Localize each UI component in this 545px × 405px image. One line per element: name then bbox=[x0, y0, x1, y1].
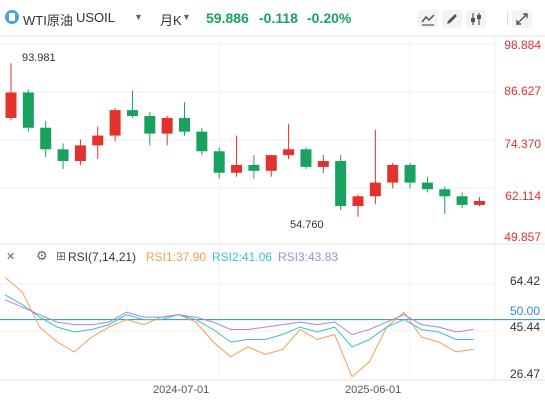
candle-body bbox=[300, 149, 312, 167]
gear-icon[interactable]: ⚙ bbox=[36, 248, 48, 263]
rsi-y-tick-label: 26.47 bbox=[509, 367, 540, 381]
grid-lines bbox=[0, 35, 545, 381]
candle-body bbox=[352, 196, 364, 207]
candle-body bbox=[40, 127, 52, 150]
candle-body bbox=[387, 164, 399, 183]
candle-body bbox=[126, 110, 138, 116]
expand-icon bbox=[516, 13, 528, 25]
chart-header: WTI原油 USOIL ▼ 月K ▼ 59.886 -0.118 -0.20% bbox=[0, 0, 545, 36]
last-price: 59.886 bbox=[206, 10, 249, 26]
candle-body bbox=[179, 117, 190, 132]
candle-body bbox=[369, 182, 381, 197]
rsi-line-rsi1 bbox=[4, 277, 474, 378]
fullscreen-button[interactable] bbox=[512, 10, 532, 28]
low-annotation: 54.760 bbox=[290, 219, 324, 231]
candle-body bbox=[22, 92, 34, 128]
rsi-y-tick-label: 45.44 bbox=[509, 320, 540, 334]
line-chart-button[interactable] bbox=[418, 10, 438, 28]
y-tick-label: 62.114 bbox=[505, 189, 541, 203]
indicator-settings-button[interactable] bbox=[466, 10, 486, 28]
rsi-title: RSI(7,14,21) bbox=[68, 250, 137, 264]
period-dropdown-icon[interactable]: ▼ bbox=[182, 12, 191, 22]
candlestick-series bbox=[5, 63, 485, 217]
candle-body bbox=[456, 196, 468, 205]
candle-body bbox=[231, 164, 243, 173]
rsi-y-tick-label: 64.42 bbox=[509, 274, 540, 288]
candle-body bbox=[161, 117, 173, 134]
x-tick-label: 2024-07-01 bbox=[153, 384, 210, 396]
rsi-reference-label: 50.00 bbox=[509, 304, 540, 318]
line-chart-icon bbox=[421, 14, 435, 26]
indicator-box-icon[interactable]: ⊞ bbox=[56, 249, 67, 263]
rsi3-value: RSI3:43.83 bbox=[278, 250, 339, 264]
symbol-icon bbox=[5, 10, 19, 24]
candle-body bbox=[439, 189, 451, 197]
rsi-series bbox=[4, 277, 474, 378]
candle-body bbox=[404, 164, 416, 183]
candle-body bbox=[196, 131, 208, 152]
candle-body bbox=[92, 135, 104, 146]
y-tick-label: 98.884 bbox=[504, 38, 541, 52]
candle-body bbox=[213, 151, 225, 173]
pencil-icon bbox=[447, 14, 457, 24]
symbol-dropdown-icon[interactable]: ▼ bbox=[134, 12, 143, 22]
candle-body bbox=[57, 149, 69, 162]
price-change-pct: -0.20% bbox=[307, 10, 352, 26]
candle-body bbox=[473, 200, 485, 205]
y-tick-label: 74.370 bbox=[504, 137, 541, 151]
candle-body bbox=[317, 161, 329, 167]
candle-body bbox=[335, 161, 347, 207]
candle-body bbox=[144, 115, 156, 134]
candle-body bbox=[265, 155, 277, 171]
rsi-line-rsi3 bbox=[4, 299, 474, 336]
rsi2-value: RSI2:41.06 bbox=[212, 250, 273, 264]
sliders-icon bbox=[471, 13, 481, 25]
price-change: -0.118 bbox=[259, 10, 298, 26]
y-tick-label: 86.627 bbox=[504, 84, 541, 98]
collapse-icon[interactable]: ✕ bbox=[6, 251, 16, 263]
candle-body bbox=[248, 164, 260, 171]
candle-body bbox=[283, 149, 295, 156]
y-tick-label: 49.857 bbox=[504, 230, 541, 244]
draw-button[interactable] bbox=[442, 10, 462, 28]
rsi1-value: RSI1:37.90 bbox=[146, 250, 207, 264]
candle-body bbox=[5, 92, 17, 118]
high-annotation: 93.981 bbox=[22, 52, 56, 64]
symbol-code[interactable]: USOIL bbox=[76, 10, 116, 25]
rsi-line-rsi2 bbox=[4, 294, 474, 348]
symbol-name[interactable]: WTI原油 bbox=[23, 13, 73, 28]
x-tick-label: 2025-06-01 bbox=[345, 384, 402, 396]
period-selector[interactable]: 月K bbox=[160, 13, 182, 28]
candle-body bbox=[421, 182, 433, 190]
candle-body bbox=[74, 145, 86, 162]
candle-body bbox=[109, 110, 121, 136]
toolbar-divider bbox=[507, 12, 508, 26]
